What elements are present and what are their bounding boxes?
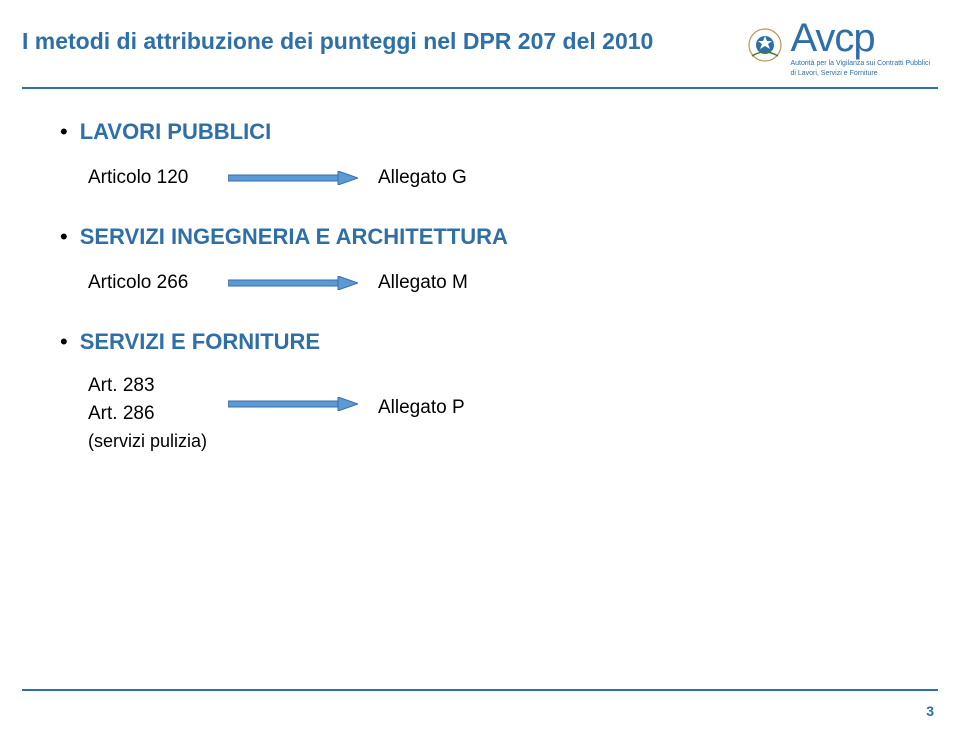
mapping-row: Articolo 266 Allegato M [60, 272, 900, 294]
row-target: Allegato M [378, 272, 468, 294]
heading-text: SERVIZI E FORNITURE [80, 329, 320, 355]
section-heading: • LAVORI PUBBLICI [60, 119, 900, 145]
row-label: Articolo 120 [88, 167, 228, 189]
slide-header: I metodi di attribuzione dei punteggi ne… [0, 0, 960, 77]
heading-text: SERVIZI INGEGNERIA E ARCHITETTURA [80, 224, 508, 250]
logo-main: Avcp [790, 18, 874, 58]
section-heading: • SERVIZI INGEGNERIA E ARCHITETTURA [60, 224, 900, 250]
row-target: Allegato G [378, 167, 467, 189]
arrow-icon [228, 171, 358, 185]
emblem-icon [746, 26, 784, 69]
row-target: Allegato P [378, 375, 465, 419]
bullet-icon: • [60, 329, 68, 355]
logo-sub-line1: Autorità per la Vigilanza sui Contratti … [790, 60, 930, 68]
mapping-row: Articolo 120 Allegato G [60, 167, 900, 189]
mapping-row-complex: Art. 283 Art. 286 (servizi pulizia) Alle… [60, 375, 900, 452]
content-area: • LAVORI PUBBLICI Articolo 120 Allegato … [0, 89, 960, 452]
logo-block: Avcp Autorità per la Vigilanza sui Contr… [746, 18, 930, 77]
section-heading: • SERVIZI E FORNITURE [60, 329, 900, 355]
row-label-line: Art. 283 [88, 375, 228, 397]
logo-text: Avcp Autorità per la Vigilanza sui Contr… [790, 18, 930, 77]
bullet-icon: • [60, 224, 68, 250]
row-label-line: Art. 286 [88, 403, 228, 425]
slide-title: I metodi di attribuzione dei punteggi ne… [22, 18, 653, 55]
row-label-note: (servizi pulizia) [88, 431, 228, 452]
footer-divider [22, 689, 938, 691]
arrow-icon [228, 375, 358, 416]
arrow-icon [228, 276, 358, 290]
section-forniture: • SERVIZI E FORNITURE Art. 283 Art. 286 … [60, 329, 900, 452]
heading-text: LAVORI PUBBLICI [80, 119, 271, 145]
section-lavori: • LAVORI PUBBLICI Articolo 120 Allegato … [60, 119, 900, 189]
logo-sub-line2: di Lavori, Servizi e Forniture [790, 70, 877, 78]
bullet-icon: • [60, 119, 68, 145]
row-label: Articolo 266 [88, 272, 228, 294]
page-number: 3 [926, 703, 934, 719]
row-label-group: Art. 283 Art. 286 (servizi pulizia) [88, 375, 228, 452]
section-ingegneria: • SERVIZI INGEGNERIA E ARCHITETTURA Arti… [60, 224, 900, 294]
